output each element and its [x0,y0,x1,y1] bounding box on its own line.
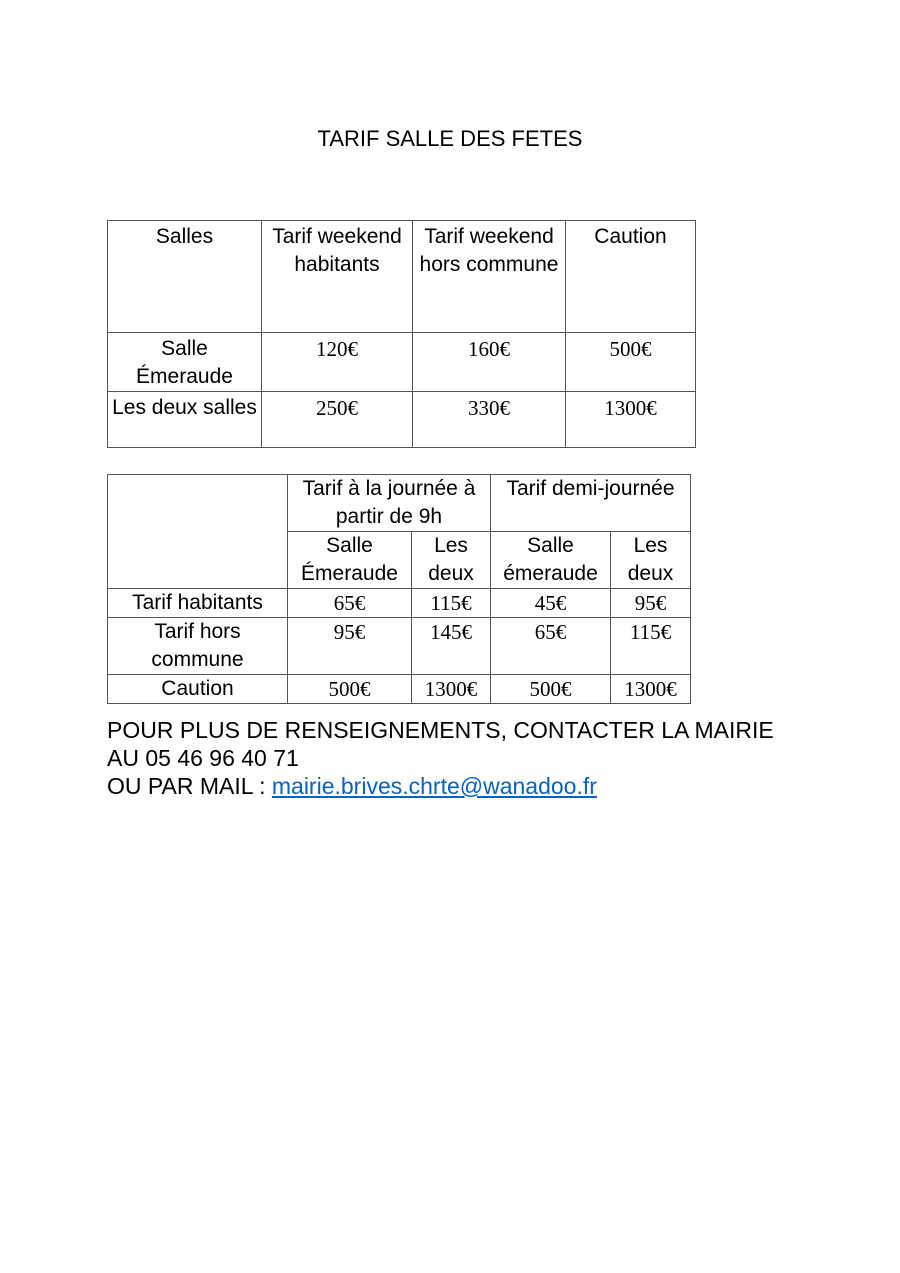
table-header-row: Salles Tarif weekend habitants Tarif wee… [107,220,696,333]
row-label: Les deux salles [107,391,262,448]
table-row: Tarif habitants 65€ 115€ 45€ 95€ [107,588,691,618]
email-line: OU PAR MAIL : mairie.brives.chrte@wanado… [107,772,787,800]
sub-header-cell: Salle émeraude [490,531,611,589]
header-cell: Caution [565,220,696,333]
price-cell: 120€ [261,332,413,392]
price-cell: 250€ [261,391,413,448]
page-title: TARIF SALLE DES FETES [317,126,583,151]
table-row: Les deux salles 250€ 330€ 1300€ [107,391,696,448]
price-cell: 1300€ [610,674,691,704]
email-prefix: OU PAR MAIL : [107,773,272,799]
empty-corner-cell [107,474,288,589]
sub-header-cell: Les deux [610,531,691,589]
header-cell: Tarif weekend habitants [261,220,413,333]
email-link[interactable]: mairie.brives.chrte@wanadoo.fr [271,773,597,799]
row-label: Tarif hors commune [107,617,288,675]
group-header-cell: Tarif demi-journée [490,474,691,532]
row-label: Salle Émeraude [107,332,262,392]
price-cell: 115€ [610,617,691,675]
sub-header-cell: Salle Émeraude [287,531,412,589]
sub-header-cell: Les deux [411,531,491,589]
price-cell: 65€ [287,588,412,618]
contact-line: POUR PLUS DE RENSEIGNEMENTS, CONTACTER L… [107,717,774,743]
table-row: Tarif hors commune 95€ 145€ 65€ 115€ [107,617,691,675]
price-cell: 500€ [287,674,412,704]
price-cell: 160€ [412,332,566,392]
phone-line: AU 05 46 96 40 71 [107,745,299,771]
header-cell: Salles [107,220,262,333]
price-cell: 95€ [287,617,412,675]
table-row: Salle Émeraude 120€ 160€ 500€ [107,332,696,392]
price-cell: 65€ [490,617,611,675]
table-sub-header-row: Salle Émeraude Les deux Salle émeraude L… [108,531,691,589]
row-label: Tarif habitants [107,588,288,618]
table-group-header-row: Tarif à la journée à partir de 9h Tarif … [107,474,691,589]
price-cell: 1300€ [565,391,696,448]
weekend-rates-table: Salles Tarif weekend habitants Tarif wee… [107,220,696,448]
price-cell: 500€ [565,332,696,392]
price-cell: 45€ [490,588,611,618]
price-cell: 330€ [412,391,566,448]
price-cell: 1300€ [411,674,491,704]
price-cell: 95€ [610,588,691,618]
group-header-cell: Tarif à la journée à partir de 9h [287,474,491,532]
price-cell: 500€ [490,674,611,704]
table-row: Caution 500€ 1300€ 500€ 1300€ [107,674,691,704]
price-cell: 145€ [411,617,491,675]
row-label: Caution [107,674,288,704]
price-cell: 115€ [411,588,491,618]
header-cell: Tarif weekend hors commune [412,220,566,333]
day-rates-table: Tarif à la journée à partir de 9h Tarif … [107,474,691,704]
contact-info: POUR PLUS DE RENSEIGNEMENTS, CONTACTER L… [107,716,787,800]
